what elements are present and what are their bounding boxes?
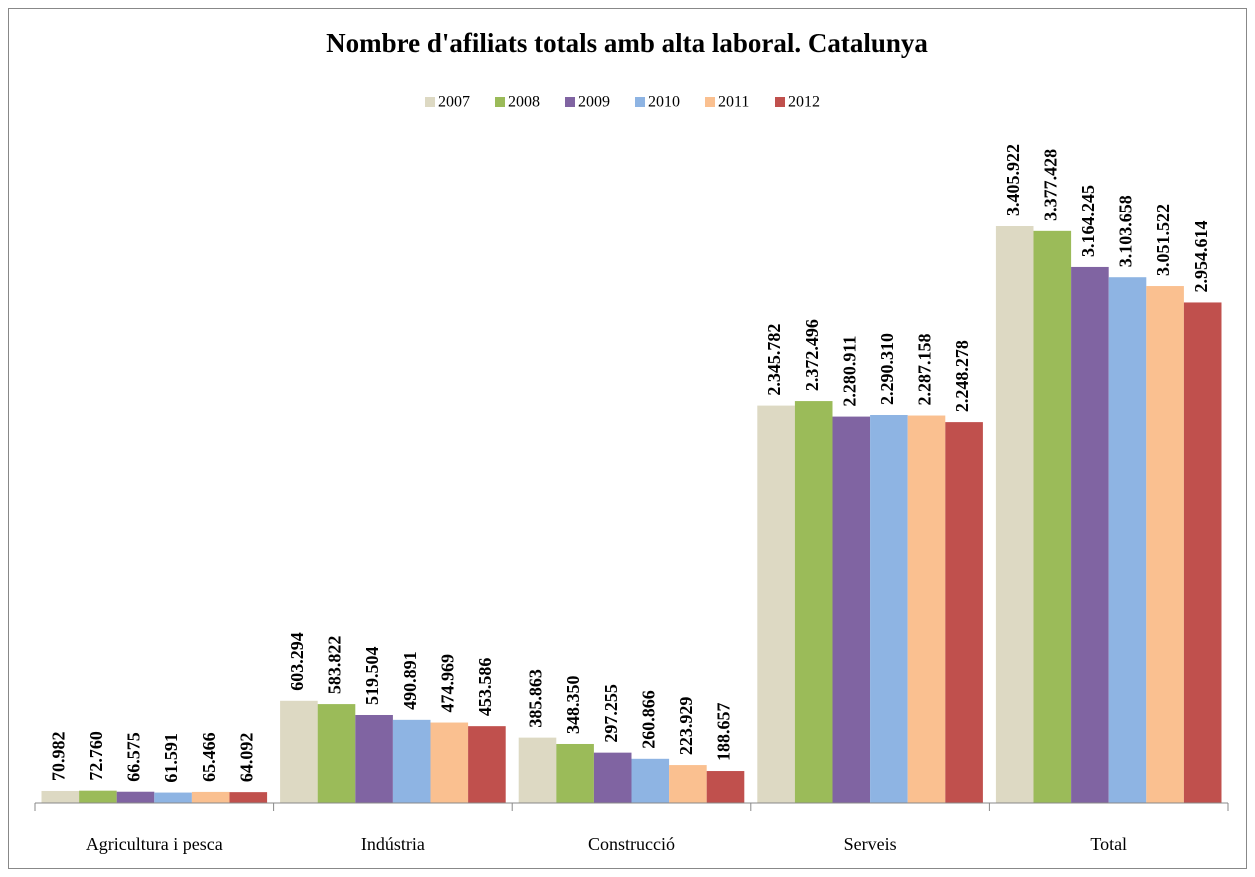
bar (706, 771, 745, 803)
x-tick-label: Agricultura i pesca (86, 834, 223, 854)
bar (229, 792, 268, 803)
bar (832, 416, 871, 803)
data-label: 72.760 (86, 731, 106, 781)
bar (1033, 230, 1072, 803)
bar (280, 700, 318, 803)
data-label: 61.591 (161, 733, 181, 783)
data-label: 3.051.522 (1153, 204, 1173, 276)
legend-swatch (425, 97, 435, 107)
data-label: 2.280.911 (839, 336, 859, 407)
bar (191, 791, 230, 803)
chart-title: Nombre d'afiliats totals amb alta labora… (326, 28, 928, 58)
bar (945, 422, 983, 803)
bar (631, 758, 670, 803)
bar (757, 405, 795, 803)
bar (669, 765, 707, 803)
data-label: 297.255 (601, 684, 621, 743)
data-label: 3.405.922 (1003, 144, 1023, 216)
bar (430, 722, 469, 803)
bar (907, 415, 946, 803)
x-tick-label: Construcció (588, 834, 675, 854)
x-tick-label: Total (1090, 834, 1127, 854)
bar (995, 226, 1034, 803)
data-label: 348.350 (563, 675, 583, 734)
bar (1183, 302, 1222, 803)
data-label: 2.287.158 (915, 334, 935, 406)
data-label: 519.504 (362, 646, 382, 705)
legend-label: 2009 (578, 94, 610, 111)
legend-label: 2012 (788, 94, 820, 111)
legend-label: 2011 (718, 94, 749, 111)
data-label: 65.466 (199, 732, 219, 782)
bar (392, 719, 431, 803)
data-label: 66.575 (124, 732, 144, 782)
legend-swatch (495, 97, 505, 107)
bar (154, 792, 192, 803)
data-label: 223.929 (676, 697, 696, 756)
data-label: 64.092 (236, 733, 256, 783)
legend-swatch (635, 97, 645, 107)
x-tick-label: Serveis (844, 834, 897, 854)
bar (79, 790, 117, 803)
legend-swatch (775, 97, 785, 107)
bar (355, 714, 393, 803)
data-label: 2.954.614 (1191, 220, 1211, 292)
bar (518, 737, 557, 803)
legend-label: 2008 (508, 94, 540, 111)
bar (593, 752, 632, 803)
data-label: 2.290.310 (877, 333, 897, 405)
bar (870, 414, 908, 803)
bar (1071, 266, 1109, 803)
data-label: 490.891 (400, 651, 420, 710)
bar (1146, 286, 1184, 803)
bar (116, 791, 155, 803)
bar (1108, 277, 1147, 803)
data-label: 603.294 (287, 632, 307, 691)
data-label: 3.103.658 (1116, 195, 1136, 267)
legend-label: 2010 (648, 94, 680, 111)
data-label: 474.969 (437, 654, 457, 713)
data-label: 2.372.496 (802, 319, 822, 391)
data-label: 3.377.428 (1040, 149, 1060, 221)
bar (794, 401, 833, 803)
bar (556, 743, 594, 803)
legend-swatch (565, 97, 575, 107)
bar (317, 704, 356, 803)
data-label: 583.822 (325, 636, 345, 695)
data-label: 3.164.245 (1078, 185, 1098, 257)
data-label: 260.866 (638, 690, 658, 749)
x-tick-label: Indústria (361, 834, 425, 854)
data-label: 453.586 (475, 658, 495, 717)
legend-swatch (705, 97, 715, 107)
data-label: 385.863 (526, 669, 546, 728)
data-label: 2.345.782 (764, 324, 784, 396)
data-label: 2.248.278 (952, 340, 972, 412)
data-label: 188.657 (714, 703, 734, 762)
data-label: 70.982 (48, 731, 68, 781)
bar (41, 790, 80, 803)
bar (468, 726, 506, 803)
legend-label: 2007 (438, 94, 470, 111)
